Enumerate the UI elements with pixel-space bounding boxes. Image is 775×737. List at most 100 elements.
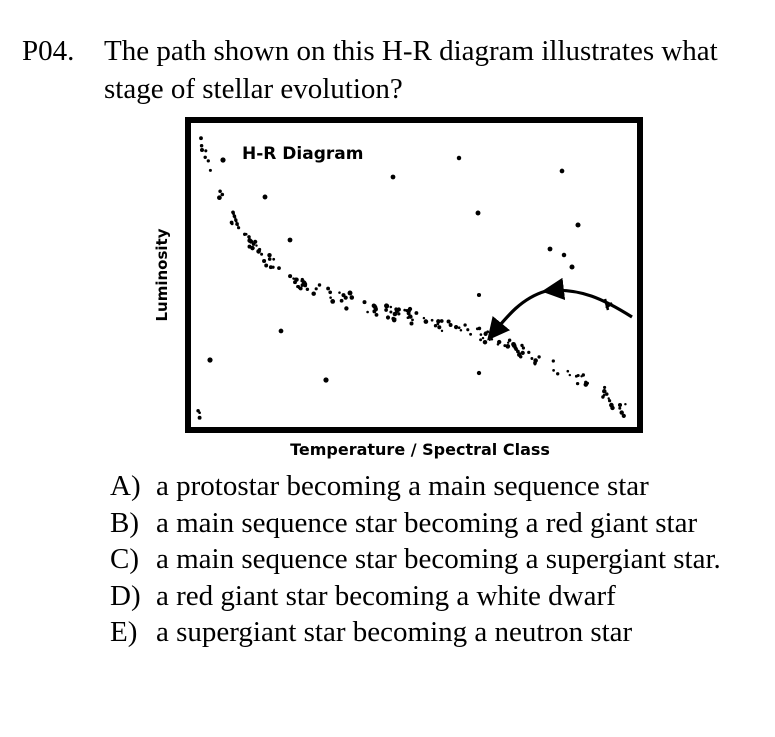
star-dot	[620, 411, 624, 415]
star-dot	[230, 222, 234, 226]
star-dot	[505, 343, 511, 349]
star-dot	[439, 319, 444, 323]
star-dot	[298, 286, 303, 291]
star-dot	[262, 258, 267, 264]
star-dot	[197, 415, 202, 420]
star-dot	[220, 157, 226, 163]
option-c[interactable]: C) a main sequence star becoming a super…	[110, 541, 770, 578]
star-dot	[482, 339, 488, 345]
star-dot	[409, 321, 414, 326]
star-dot	[603, 385, 607, 389]
star-dot	[338, 291, 341, 294]
option-letter: D)	[110, 579, 141, 612]
evolution-path-lower	[487, 289, 547, 341]
star-dot	[569, 264, 575, 270]
option-text: a protostar becoming a main sequence sta…	[156, 470, 649, 502]
star-dot	[218, 189, 222, 194]
option-text: a supergiant star becoming a neutron sta…	[156, 616, 633, 648]
star-dot	[292, 277, 295, 280]
star-dot	[264, 263, 269, 268]
star-dot	[278, 328, 284, 334]
star-dot	[328, 290, 333, 295]
star-dot	[556, 372, 560, 376]
star-dot	[232, 212, 235, 216]
evolution-path-tick	[603, 298, 613, 311]
star-dot	[403, 308, 407, 312]
star-dot	[311, 291, 316, 296]
star-dot	[537, 355, 541, 359]
star-dot	[610, 405, 614, 409]
option-letter: C)	[110, 543, 139, 575]
star-dot	[475, 210, 481, 216]
star-dot	[479, 333, 483, 336]
star-dot	[349, 295, 355, 300]
answer-options: A) a protostar becoming a main sequence …	[110, 468, 770, 651]
star-dot	[272, 257, 276, 261]
star-dot	[362, 300, 367, 305]
star-dot	[566, 369, 570, 373]
star-dot	[617, 402, 623, 408]
star-dot	[475, 327, 479, 331]
star-dot	[389, 310, 393, 314]
star-dot	[247, 235, 251, 239]
star-dot	[559, 168, 565, 174]
star-dot	[602, 389, 607, 394]
star-dot	[305, 287, 310, 292]
star-dot	[456, 155, 462, 161]
star-dot	[347, 290, 353, 296]
star-dot	[389, 305, 393, 309]
star-dot	[288, 274, 293, 279]
star-dot	[551, 359, 555, 363]
star-dot	[287, 237, 293, 243]
star-dot	[437, 325, 442, 330]
star-dot	[206, 159, 210, 163]
star-dot	[506, 341, 510, 344]
star-dot	[530, 357, 534, 360]
hr-diagram: Luminosity H-R Diagram Temperature / Spe…	[153, 117, 643, 459]
option-e[interactable]: E) a supergiant star becoming a neutron …	[110, 614, 770, 651]
star-dot	[394, 308, 400, 313]
star-dot	[407, 306, 413, 312]
star-dot	[198, 411, 201, 415]
star-dot	[251, 242, 256, 246]
star-dot	[204, 149, 208, 153]
star-dot	[581, 373, 585, 377]
star-dot	[576, 374, 580, 377]
star-dot	[293, 280, 297, 285]
star-dot	[373, 305, 378, 310]
star-dot	[608, 399, 612, 403]
star-dot	[514, 347, 518, 351]
star-dot	[268, 265, 273, 270]
star-dot	[422, 316, 426, 320]
star-dot	[237, 226, 241, 230]
star-dot	[267, 257, 272, 261]
star-dot	[244, 232, 248, 236]
star-dot	[294, 277, 298, 281]
option-text: a main sequence star becoming a supergia…	[156, 543, 721, 575]
option-letter: B)	[110, 506, 139, 539]
star-dot	[339, 298, 344, 303]
star-dot	[411, 318, 414, 322]
star-dot	[208, 168, 212, 172]
star-dot	[618, 406, 622, 410]
star-dot	[414, 311, 419, 315]
star-dot	[624, 402, 627, 406]
option-b[interactable]: B) a main sequence star becoming a red g…	[110, 505, 770, 542]
question-text: The path shown on this H-R diagram illus…	[104, 35, 718, 105]
option-d[interactable]: D) a red giant star becoming a white dwa…	[110, 578, 770, 615]
option-text: a main sequence star becoming a red gian…	[156, 506, 698, 539]
star-dot	[267, 252, 272, 258]
star-dot	[323, 377, 329, 383]
star-dot	[250, 245, 255, 251]
x-axis-label: Temperature / Spectral Class	[290, 440, 550, 459]
y-axis-label: Luminosity	[153, 228, 171, 321]
star-dot	[459, 329, 463, 332]
option-a[interactable]: A) a protostar becoming a main sequence …	[110, 468, 770, 505]
star-dot	[236, 223, 239, 227]
star-dot	[217, 195, 222, 201]
star-dot	[258, 247, 262, 252]
star-dot	[392, 311, 398, 317]
star-dot	[466, 328, 470, 332]
star-dot	[552, 369, 555, 372]
star-dot	[476, 292, 482, 298]
